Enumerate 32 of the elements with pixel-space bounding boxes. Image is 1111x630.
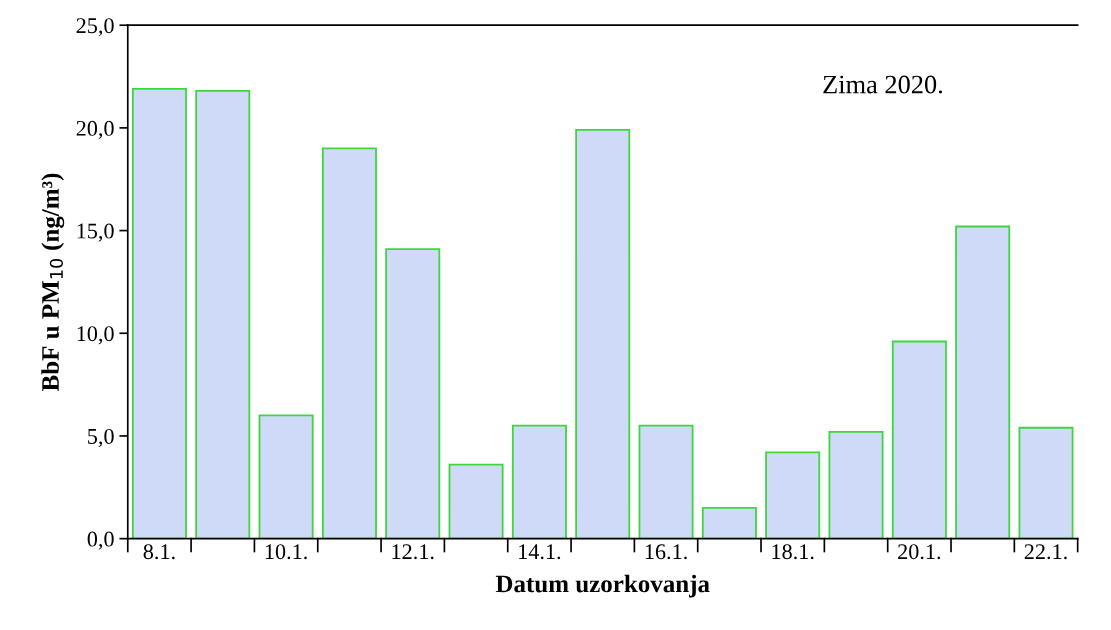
x-tick-label: 10.1. xyxy=(265,544,307,560)
bar xyxy=(575,129,631,539)
x-tick-label: 22.1. xyxy=(1024,544,1067,560)
bar xyxy=(195,90,251,539)
annotation: Zima 2020. xyxy=(823,75,943,94)
bar xyxy=(448,463,504,539)
bar xyxy=(891,340,947,539)
x-tick-label: 16.1. xyxy=(645,544,687,560)
x-axis-title: Datum uzorkovanja xyxy=(495,574,710,598)
y-tick-label: 20,0 xyxy=(76,120,114,140)
x-tick-label: 8.1. xyxy=(143,544,175,560)
y-tick-label: 15,0 xyxy=(77,223,114,242)
y-tick-label: 10,0 xyxy=(77,326,114,345)
bar xyxy=(131,87,187,539)
x-tick-label: 12.1. xyxy=(392,544,434,560)
bar xyxy=(258,414,314,539)
y-tick-label: 0,0 xyxy=(87,531,114,550)
x-tick-label: 20.1. xyxy=(898,544,941,560)
bar xyxy=(385,248,441,539)
bar xyxy=(511,424,567,539)
bar xyxy=(955,225,1011,539)
y-axis-title: BbF u PM$_{10}$ (ng/m³) xyxy=(41,173,65,392)
bar xyxy=(701,506,757,539)
x-tick-label: 18.1. xyxy=(772,544,814,560)
bar xyxy=(765,451,821,539)
y-tick-label: 5,0 xyxy=(88,428,114,448)
x-tick-label: 14.1. xyxy=(519,544,561,560)
bar xyxy=(321,147,377,539)
bar xyxy=(638,424,694,539)
bar xyxy=(1018,426,1074,539)
y-tick-label: 25,0 xyxy=(76,18,114,37)
bar xyxy=(828,430,884,539)
